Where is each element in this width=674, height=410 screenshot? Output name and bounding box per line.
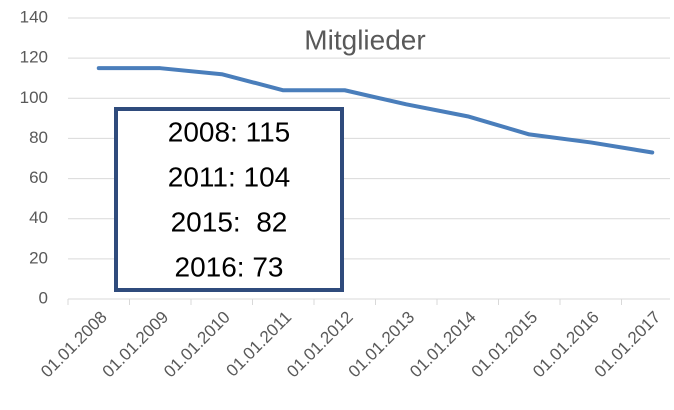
x-tick-label: 01.01.2017 (591, 308, 665, 382)
chart-title: Mitglieder (304, 24, 425, 55)
annotation: 2011: 104 (168, 161, 291, 192)
annotation: 2008: 115 (168, 116, 291, 147)
y-tick-label: 60 (29, 168, 48, 187)
y-tick-label: 20 (29, 248, 48, 267)
y-tick-label: 40 (29, 208, 48, 227)
annotation: 2015: 82 (171, 206, 288, 237)
y-tick-label: 0 (39, 288, 48, 307)
annotation-box (114, 107, 344, 292)
line (96, 66, 655, 155)
y-tick-label: 120 (20, 48, 48, 67)
y-tick-label: 80 (29, 128, 48, 147)
y-tick-label: 100 (20, 88, 48, 107)
annotation: 2016: 73 (175, 251, 284, 282)
x-tick-label: 01.01.2010 (160, 308, 234, 382)
y-tick-label: 140 (20, 7, 48, 26)
